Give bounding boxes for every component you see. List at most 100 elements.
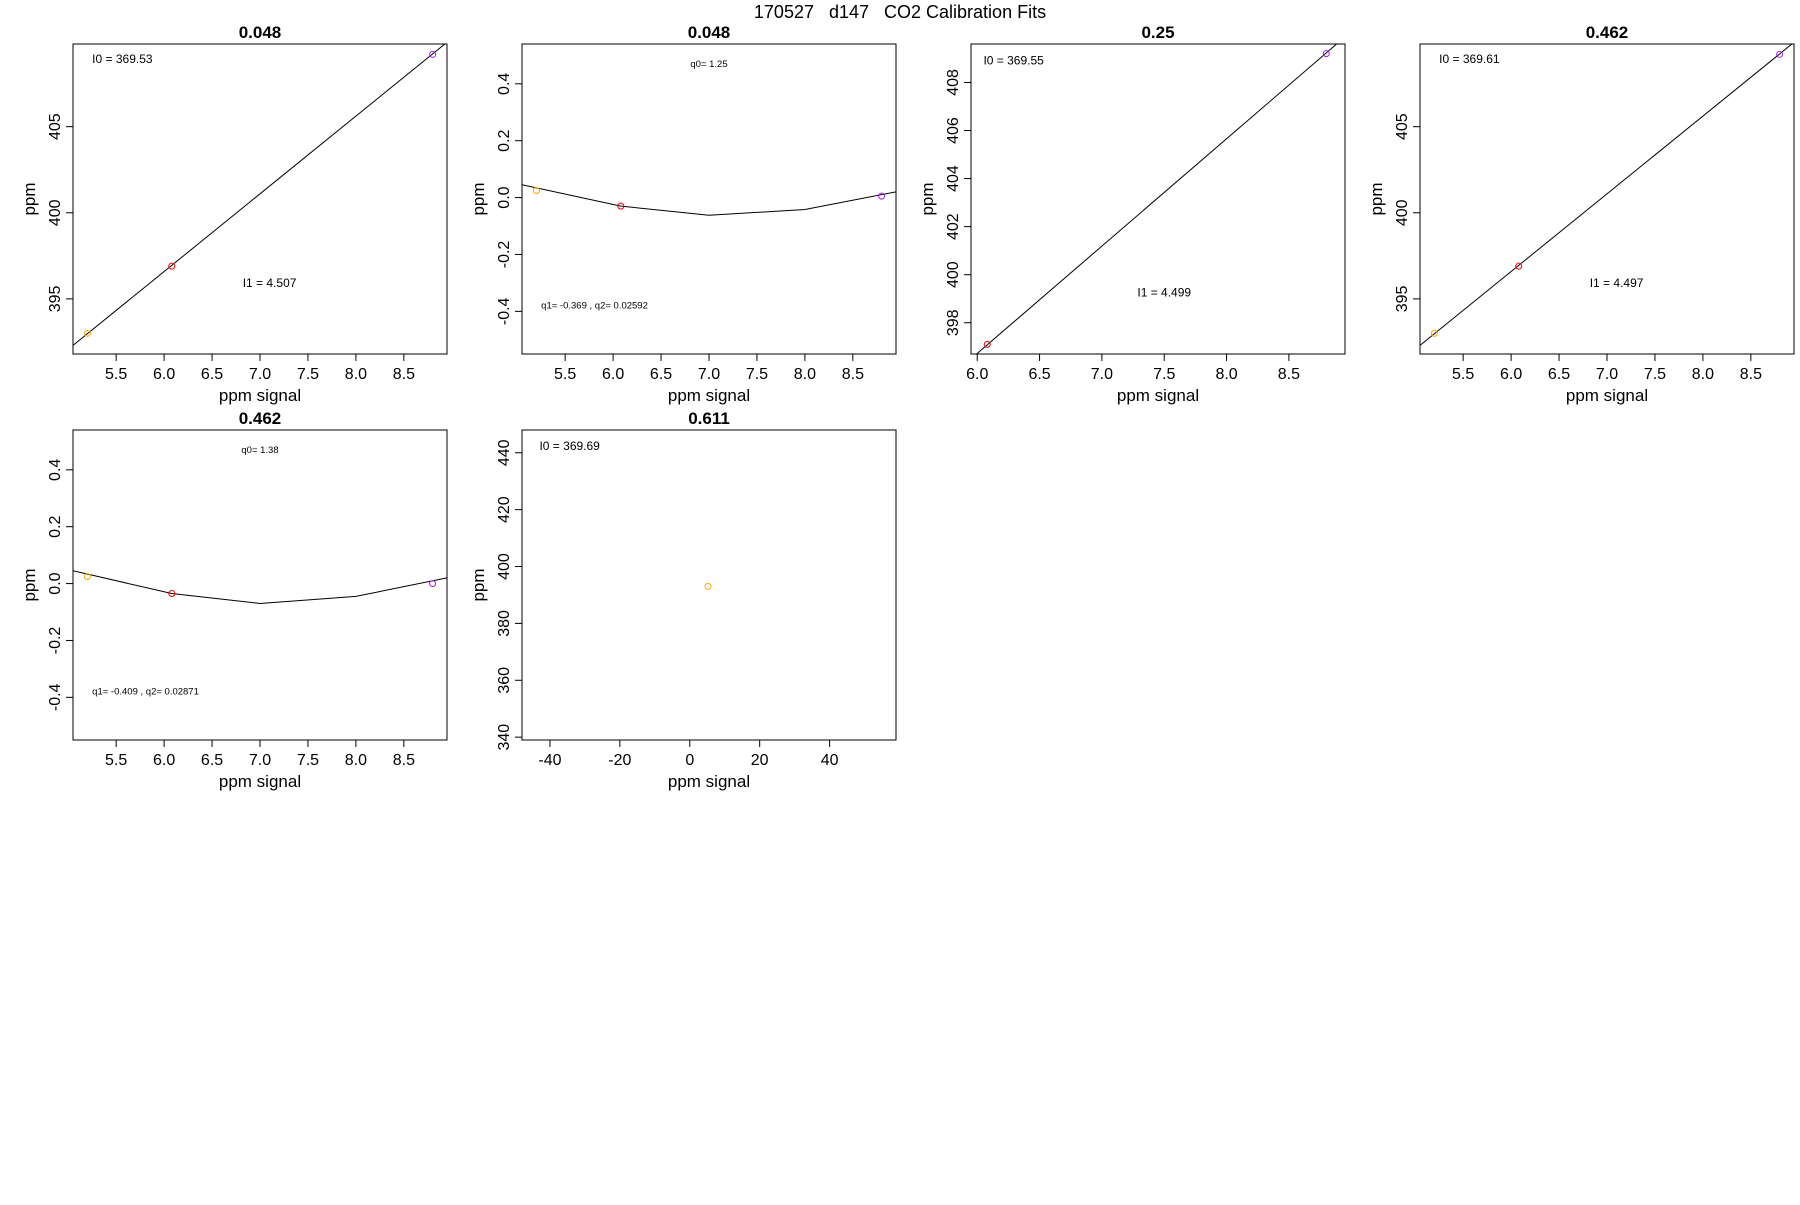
y-tick-label: 400 — [945, 261, 962, 288]
x-axis-label: ppm signal — [668, 386, 750, 405]
data-point — [429, 580, 437, 588]
chart-title: 0.462 — [1586, 23, 1629, 42]
x-tick-label: 8.5 — [842, 366, 864, 383]
x-tick-label: 7.5 — [1153, 366, 1175, 383]
data-point — [1322, 50, 1330, 58]
x-tick-label: 7.0 — [698, 366, 720, 383]
data-point — [878, 192, 886, 200]
y-tick-label: 0.4 — [496, 73, 513, 95]
x-tick-label: 7.0 — [249, 752, 271, 769]
y-tick-label: 420 — [496, 496, 513, 523]
y-tick-label: 395 — [1394, 285, 1411, 312]
y-axis-label: ppm — [918, 182, 937, 215]
x-tick-label: 7.0 — [1596, 366, 1618, 383]
chart-title: 0.25 — [1141, 23, 1174, 42]
x-tick-label: 6.0 — [153, 366, 175, 383]
data-point — [1776, 50, 1784, 58]
y-tick-label: 395 — [47, 285, 64, 312]
annotation: I0 = 369.69 — [539, 439, 600, 453]
y-axis-label: ppm — [469, 182, 488, 215]
x-tick-label: 8.5 — [1740, 366, 1762, 383]
chart-title: 0.048 — [239, 23, 282, 42]
chart-title: 0.048 — [688, 23, 731, 42]
x-axis-label: ppm signal — [1117, 386, 1199, 405]
y-tick-label: -0.2 — [496, 241, 513, 269]
fit-line — [73, 44, 446, 346]
chart-panel-3: 0.25 6.0 6.5 7.0 7.5 8.0 8.5 ppm signal 398 400 40… — [918, 23, 1346, 405]
y-tick-label: -0.4 — [496, 297, 513, 325]
x-tick-label: 7.5 — [297, 366, 319, 383]
x-tick-label: 5.5 — [105, 366, 127, 383]
y-axis-label: ppm — [1367, 182, 1386, 215]
data-point — [983, 340, 991, 348]
x-tick-label: 6.0 — [602, 366, 624, 383]
x-tick-label: 6.0 — [1500, 366, 1522, 383]
data-point — [1515, 262, 1523, 270]
y-tick-label: 398 — [945, 309, 962, 336]
x-tick-label: 8.0 — [1692, 366, 1714, 383]
x-tick-label: 7.5 — [1644, 366, 1666, 383]
y-axis-label: ppm — [20, 182, 39, 215]
x-tick-label: 40 — [821, 752, 839, 769]
data-point — [83, 572, 91, 580]
annotation: I0 = 369.55 — [983, 53, 1044, 67]
annotation: I0 = 369.61 — [1439, 52, 1500, 66]
y-tick-label: 400 — [1394, 199, 1411, 226]
y-tick-label: 380 — [496, 610, 513, 637]
x-tick-label: 6.5 — [1028, 366, 1050, 383]
x-tick-label: 7.0 — [249, 366, 271, 383]
plot-frame — [1419, 43, 1795, 355]
data-point — [704, 582, 712, 590]
x-tick-label: 8.0 — [345, 752, 367, 769]
x-axis-label: ppm signal — [219, 772, 301, 791]
y-tick-label: -0.4 — [47, 683, 64, 711]
chart-panel-6: 0.611 -40 -20 0 20 40 ppm signal 340 360 380 400 42… — [469, 409, 897, 791]
annotation: q0= 1.25 — [690, 59, 727, 70]
annotation: q1= -0.409 , q2= 0.02871 — [92, 686, 199, 697]
y-tick-label: 0.0 — [47, 572, 64, 594]
x-tick-label: 6.5 — [201, 752, 223, 769]
page-title: 170527 d147 CO2 Calibration Fits — [753, 2, 1047, 22]
x-tick-label: -40 — [538, 752, 561, 769]
y-axis-label: ppm — [20, 568, 39, 601]
annotation: q1= -0.369 , q2= 0.02592 — [541, 300, 648, 311]
x-tick-label: 8.0 — [794, 366, 816, 383]
y-tick-label: 0.2 — [496, 129, 513, 151]
x-axis-label: ppm signal — [1566, 386, 1648, 405]
x-tick-label: 20 — [751, 752, 769, 769]
chart-panel-4: 0.462 5.5 6.0 6.5 7.0 7.5 8.0 8.5 ppm signal 395 4… — [1367, 23, 1795, 405]
fit-line — [975, 44, 1338, 354]
y-tick-label: 340 — [496, 724, 513, 751]
y-tick-label: 406 — [945, 117, 962, 144]
x-tick-label: 6.5 — [1548, 366, 1570, 383]
y-tick-label: 408 — [945, 69, 962, 96]
x-tick-label: 7.0 — [1091, 366, 1113, 383]
y-tick-label: 440 — [496, 439, 513, 466]
plot-frame — [970, 43, 1346, 355]
y-tick-label: 402 — [945, 213, 962, 240]
x-tick-label: 6.0 — [153, 752, 175, 769]
x-tick-label: 5.5 — [1452, 366, 1474, 383]
y-tick-label: 0.2 — [47, 515, 64, 537]
data-point — [532, 186, 540, 194]
chart-title: 0.611 — [688, 409, 730, 428]
annotation: I1 = 4.499 — [1137, 285, 1191, 299]
chart-title: 0.462 — [239, 409, 282, 428]
y-tick-label: 0.4 — [47, 459, 64, 481]
x-tick-label: 5.5 — [105, 752, 127, 769]
y-tick-label: 405 — [47, 113, 64, 140]
x-tick-label: 5.5 — [554, 366, 576, 383]
x-tick-label: 8.0 — [345, 366, 367, 383]
chart-panel-5: 0.462 5.5 6.0 6.5 7.0 7.5 8.0 8.5 ppm signal -0.4… — [20, 409, 448, 791]
y-tick-label: 360 — [496, 667, 513, 694]
data-point — [83, 329, 91, 337]
x-tick-label: 7.5 — [746, 366, 768, 383]
annotation: q0= 1.38 — [241, 445, 278, 456]
annotation: I0 = 369.53 — [92, 52, 153, 66]
annotation: I1 = 4.497 — [1590, 276, 1644, 290]
data-point — [1430, 329, 1438, 337]
data-point — [168, 590, 176, 598]
y-tick-label: 400 — [47, 199, 64, 226]
